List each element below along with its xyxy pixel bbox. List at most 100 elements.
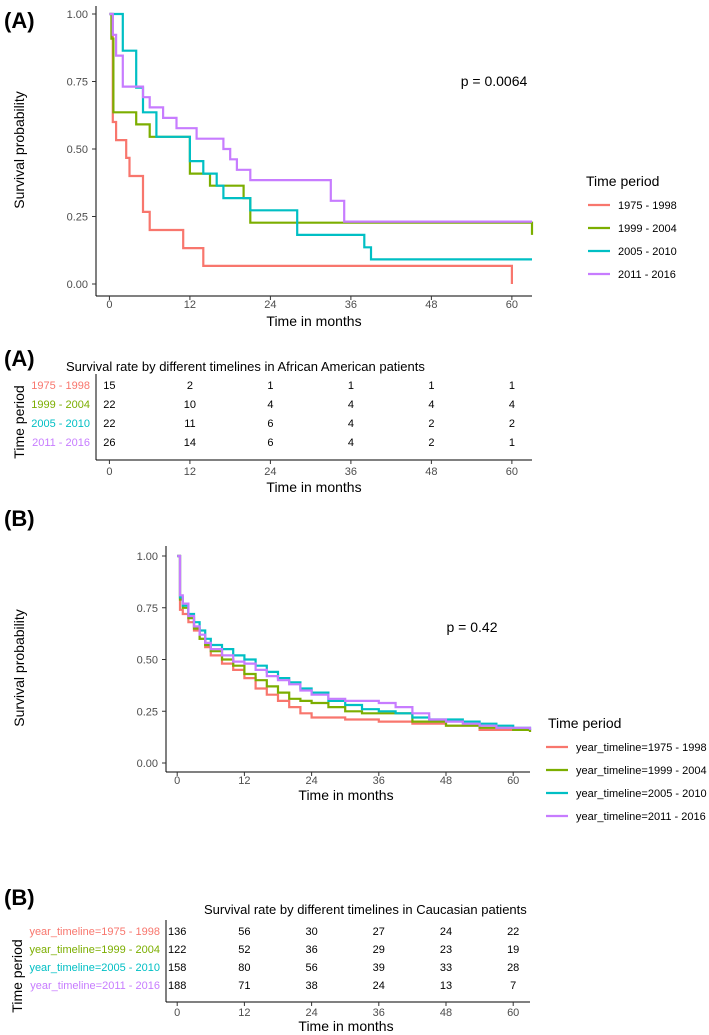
x-tick-label: 36	[373, 775, 385, 787]
risk-table-b: (B) Survival rate by different timelines…	[4, 885, 530, 1034]
risk-cell: 15	[103, 380, 115, 392]
risk-cell: 23	[440, 944, 452, 956]
risk-cell: 4	[348, 399, 354, 411]
risk-cell: 188	[168, 980, 186, 992]
x-tick-label: 60	[506, 466, 518, 478]
risk-cell: 6	[267, 418, 273, 430]
risk-cell: 19	[507, 944, 519, 956]
legend-label: 2005 - 2010	[618, 246, 677, 258]
risk-cell: 4	[348, 437, 354, 449]
risk-cell: 2	[187, 380, 193, 392]
x-tick-label: 60	[506, 299, 518, 311]
risk-cell: 4	[348, 418, 354, 430]
x-tick-label: 48	[425, 299, 437, 311]
legend-label: year_timeline=1975 - 1998	[576, 742, 707, 754]
risk-cell: 24	[373, 980, 385, 992]
risk-x-tick-marks-b	[176, 1002, 514, 1006]
x-tick-label: 36	[345, 466, 357, 478]
legend-title-b: Time period	[548, 715, 621, 731]
y-tick-label: 0.00	[137, 758, 158, 770]
x-tick-label: 12	[238, 1007, 250, 1019]
risk-cell: 26	[103, 437, 115, 449]
y-tick-label: 0.75	[137, 603, 158, 615]
panel-label-b1: (B)	[4, 506, 35, 531]
risk-row-label: year_timeline=1975 - 1998	[29, 926, 160, 938]
y-tick-label: 0.25	[67, 212, 88, 224]
km-curve-2011-2016	[109, 12, 532, 223]
risk-cell: 38	[305, 980, 317, 992]
x-ticks-a: 0 12 24 36 48 60	[106, 299, 518, 311]
curves-a	[109, 12, 534, 284]
risk-table-title-a: Survival rate by different timelines in …	[66, 359, 425, 374]
risk-cell: 1	[267, 380, 273, 392]
curves-b	[177, 554, 532, 732]
risk-cell: 29	[373, 944, 385, 956]
km-curve-1999-2004	[177, 554, 532, 732]
risk-row-labels-a: 1975 - 1998 1999 - 2004 2005 - 2010 2011…	[31, 380, 90, 449]
risk-row-label: year_timeline=1999 - 2004	[29, 944, 160, 956]
x-tick-label: 48	[425, 466, 437, 478]
y-tick-marks-a	[92, 13, 96, 285]
risk-cell: 2	[428, 418, 434, 430]
risk-cell: 22	[103, 399, 115, 411]
risk-table-a: (A) Survival rate by different timelines…	[4, 346, 532, 495]
risk-cell: 71	[238, 980, 250, 992]
risk-cell: 1	[509, 437, 515, 449]
risk-cell: 39	[373, 962, 385, 974]
y-tick-label: 1.00	[137, 551, 158, 563]
x-tick-label: 24	[305, 1007, 317, 1019]
x-tick-label: 60	[507, 775, 519, 787]
legend-label: 1999 - 2004	[618, 223, 677, 235]
x-tick-marks-b	[176, 772, 514, 776]
y-ticks-a: 0.00 0.25 0.50 0.75 1.00	[67, 9, 88, 291]
panel-label-a2: (A)	[4, 346, 35, 371]
risk-cell: 14	[184, 437, 196, 449]
y-tick-label: 1.00	[67, 9, 88, 21]
x-axis-title-b: Time in months	[298, 787, 393, 803]
p-value-b: p = 0.42	[447, 619, 498, 635]
risk-cell: 4	[267, 399, 273, 411]
risk-cell: 56	[305, 962, 317, 974]
x-tick-label: 24	[264, 299, 276, 311]
y-tick-label: 0.00	[67, 279, 88, 291]
panel-label-a1: (A)	[4, 8, 35, 33]
legend-label: year_timeline=2005 - 2010	[576, 788, 707, 800]
risk-x-tick-marks-a	[108, 460, 513, 464]
risk-cell: 22	[507, 926, 519, 938]
risk-x-title-a: Time in months	[266, 479, 361, 495]
risk-cell: 6	[267, 437, 273, 449]
risk-x-ticks-b: 0 12 24 36 48 60	[174, 1007, 519, 1019]
risk-cell: 158	[168, 962, 186, 974]
x-ticks-b: 0 12 24 36 48 60	[174, 775, 519, 787]
x-tick-label: 48	[440, 775, 452, 787]
p-value-a: p = 0.0064	[461, 73, 528, 89]
risk-cell: 28	[507, 962, 519, 974]
panel-label-b2: (B)	[4, 885, 35, 910]
x-tick-label: 48	[440, 1007, 452, 1019]
risk-cell: 52	[238, 944, 250, 956]
risk-cell: 1	[348, 380, 354, 392]
risk-cell: 2	[428, 437, 434, 449]
risk-cell: 10	[184, 399, 196, 411]
y-tick-label: 0.75	[67, 77, 88, 89]
x-tick-label: 24	[305, 775, 317, 787]
y-ticks-b: 0.00 0.25 0.50 0.75 1.00	[137, 551, 158, 770]
risk-row-label: year_timeline=2005 - 2010	[29, 962, 160, 974]
risk-cell: 13	[440, 980, 452, 992]
km-curve-2011-2016	[177, 554, 532, 730]
km-curve-2005-2010	[177, 554, 532, 730]
risk-row-label: 2011 - 2016	[32, 437, 90, 449]
x-tick-label: 0	[174, 775, 180, 787]
legend-label: 1975 - 1998	[618, 200, 677, 212]
risk-row-labels-b: year_timeline=1975 - 1998 year_timeline=…	[29, 926, 160, 992]
risk-y-title-a: Time period	[11, 385, 27, 458]
risk-y-title-b: Time period	[9, 939, 25, 1012]
risk-cell: 1	[428, 380, 434, 392]
x-tick-marks-a	[108, 296, 513, 300]
x-tick-label: 0	[106, 466, 112, 478]
km-curve-1975-1998	[109, 12, 513, 284]
risk-row-label: year_timeline=2011 - 2016	[30, 980, 160, 992]
y-tick-label: 0.50	[137, 655, 158, 667]
risk-x-ticks-a: 0 12 24 36 48 60	[106, 466, 518, 478]
y-tick-label: 0.25	[137, 706, 158, 718]
